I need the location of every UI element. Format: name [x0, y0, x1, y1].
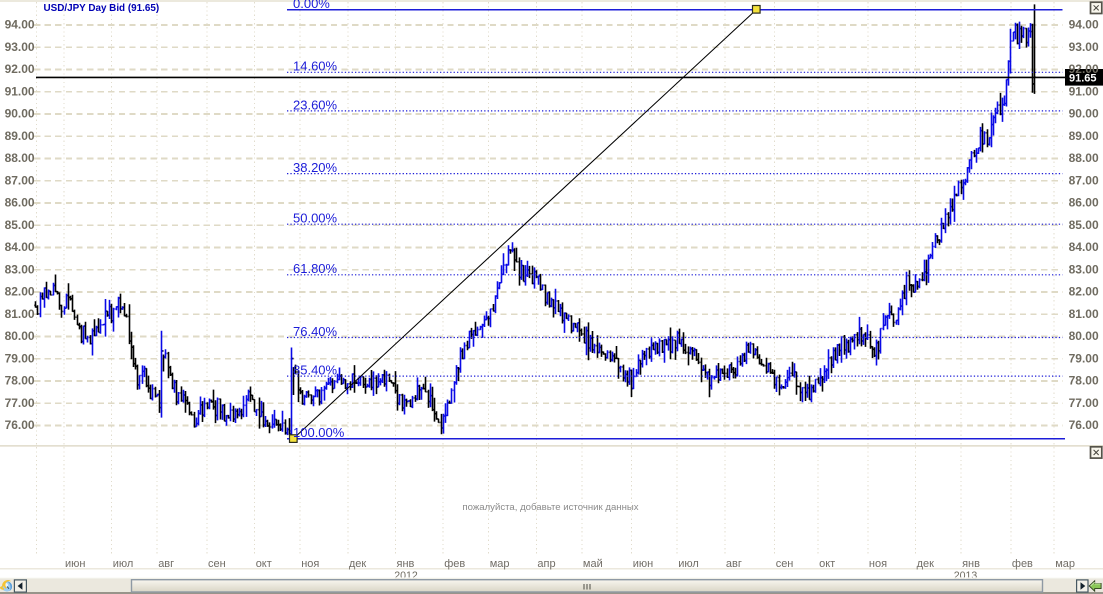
svg-text:80.00: 80.00: [5, 329, 35, 343]
svg-text:81.00: 81.00: [5, 307, 35, 321]
svg-text:82.00: 82.00: [5, 285, 35, 299]
svg-text:апр: апр: [537, 558, 555, 570]
svg-text:61.80%: 61.80%: [293, 261, 338, 276]
svg-text:83.00: 83.00: [5, 262, 35, 276]
svg-text:23.60%: 23.60%: [293, 97, 338, 112]
svg-text:87.00: 87.00: [5, 174, 35, 188]
svg-text:38.20%: 38.20%: [293, 160, 338, 175]
svg-text:окт: окт: [819, 558, 835, 570]
svg-text:80.00: 80.00: [1069, 329, 1099, 343]
svg-text:окт: окт: [256, 558, 272, 570]
svg-text:июн: июн: [633, 558, 653, 570]
svg-text:0.00%: 0.00%: [293, 0, 330, 11]
svg-text:сен: сен: [208, 558, 226, 570]
svg-text:91.65: 91.65: [1069, 73, 1097, 85]
svg-text:90.00: 90.00: [1069, 107, 1099, 121]
svg-text:мар: мар: [1055, 558, 1075, 570]
svg-text:100.00%: 100.00%: [293, 425, 345, 440]
svg-text:88.00: 88.00: [5, 151, 35, 165]
svg-text:84.00: 84.00: [5, 240, 35, 254]
svg-text:85.40%: 85.40%: [293, 363, 338, 378]
svg-text:май: май: [583, 558, 603, 570]
svg-text:93.00: 93.00: [5, 40, 35, 54]
svg-text:14.60%: 14.60%: [293, 59, 338, 74]
svg-text:91.00: 91.00: [5, 85, 35, 99]
svg-text:88.00: 88.00: [1069, 151, 1099, 165]
svg-text:82.00: 82.00: [1069, 285, 1099, 299]
svg-text:77.00: 77.00: [1069, 396, 1099, 410]
svg-text:мар: мар: [490, 558, 510, 570]
svg-text:85.00: 85.00: [5, 218, 35, 232]
svg-text:94.00: 94.00: [1069, 18, 1099, 32]
svg-text:июн: июн: [65, 558, 85, 570]
svg-text:89.00: 89.00: [1069, 129, 1099, 143]
svg-text:87.00: 87.00: [1069, 174, 1099, 188]
svg-text:94.00: 94.00: [5, 18, 35, 32]
svg-text:78.00: 78.00: [5, 374, 35, 388]
svg-text:76.40%: 76.40%: [293, 324, 338, 339]
svg-text:85.00: 85.00: [1069, 218, 1099, 232]
svg-text:92.00: 92.00: [5, 62, 35, 76]
svg-text:фев: фев: [1012, 558, 1033, 570]
svg-text:86.00: 86.00: [5, 196, 35, 210]
svg-text:сен: сен: [776, 558, 794, 570]
svg-text:90.00: 90.00: [5, 107, 35, 121]
svg-text:77.00: 77.00: [5, 396, 35, 410]
svg-text:91.00: 91.00: [1069, 85, 1099, 99]
svg-text:89.00: 89.00: [5, 129, 35, 143]
svg-text:USD/JPY Day Bid (91.65): USD/JPY Day Bid (91.65): [44, 3, 160, 14]
svg-text:76.00: 76.00: [5, 418, 35, 432]
svg-text:92.00: 92.00: [1069, 62, 1099, 76]
svg-text:86.00: 86.00: [1069, 196, 1099, 210]
svg-text:июл: июл: [113, 558, 134, 570]
svg-text:дек: дек: [917, 558, 935, 570]
svg-text:авг: авг: [726, 558, 742, 570]
svg-text:янв: янв: [962, 558, 980, 570]
svg-text:дек: дек: [349, 558, 367, 570]
svg-text:79.00: 79.00: [5, 351, 35, 365]
svg-text:пожалуйста, добавьте источник: пожалуйста, добавьте источник данных: [462, 502, 638, 513]
svg-text:81.00: 81.00: [1069, 307, 1099, 321]
svg-text:ноя: ноя: [301, 558, 319, 570]
svg-text:авг: авг: [158, 558, 174, 570]
svg-text:ноя: ноя: [869, 558, 887, 570]
svg-text:83.00: 83.00: [1069, 262, 1099, 276]
svg-text:79.00: 79.00: [1069, 351, 1099, 365]
svg-text:76.00: 76.00: [1069, 418, 1099, 432]
svg-text:фев: фев: [444, 558, 465, 570]
svg-text:июл: июл: [678, 558, 699, 570]
svg-text:78.00: 78.00: [1069, 374, 1099, 388]
svg-text:84.00: 84.00: [1069, 240, 1099, 254]
svg-text:93.00: 93.00: [1069, 40, 1099, 54]
svg-text:янв: янв: [397, 558, 415, 570]
svg-text:50.00%: 50.00%: [293, 211, 338, 226]
